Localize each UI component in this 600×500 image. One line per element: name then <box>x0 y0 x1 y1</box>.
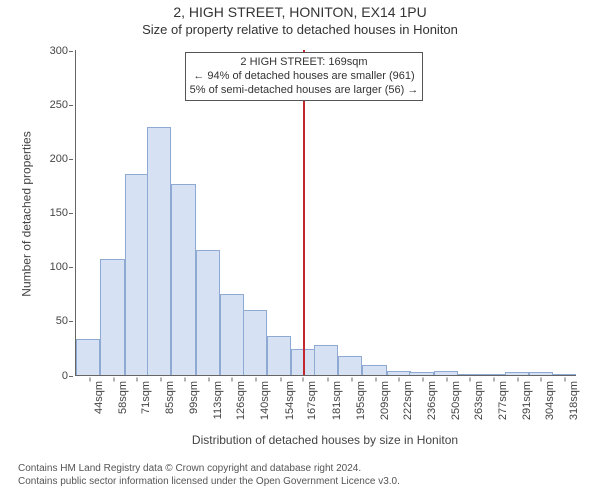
y-tick: 200 <box>33 153 68 165</box>
histogram-bar <box>338 356 362 376</box>
annotation-box: 2 HIGH STREET: 169sqm ← 94% of detached … <box>185 52 424 101</box>
x-tick: 85sqm <box>164 381 176 431</box>
histogram-bar <box>147 127 171 375</box>
footnote-line2: Contains public sector information licen… <box>18 476 590 489</box>
x-tick: 58sqm <box>117 381 129 431</box>
histogram-bar <box>458 374 482 375</box>
x-tick: 113sqm <box>212 381 224 431</box>
y-tick: 100 <box>33 261 68 273</box>
histogram-bar <box>409 372 433 375</box>
x-tick: 44sqm <box>93 381 105 431</box>
x-tick: 277sqm <box>497 381 509 431</box>
footnote-line1: Contains HM Land Registry data © Crown c… <box>18 463 590 476</box>
annotation-line1: 2 HIGH STREET: 169sqm <box>190 56 419 70</box>
histogram-bar <box>125 174 149 376</box>
page-title-desc: Size of property relative to detached ho… <box>0 22 600 37</box>
histogram-bar <box>552 374 576 375</box>
histogram-bar <box>434 371 458 375</box>
x-tick: 222sqm <box>402 381 414 431</box>
y-tick: 300 <box>33 45 68 57</box>
annotation-line2: ← 94% of detached houses are smaller (96… <box>190 70 419 84</box>
x-tick: 318sqm <box>568 381 580 431</box>
histogram-bar <box>481 374 505 375</box>
y-tick: 150 <box>33 207 68 219</box>
x-tick: 181sqm <box>331 381 343 431</box>
x-axis-label: Distribution of detached houses by size … <box>75 433 575 447</box>
histogram-bar <box>100 259 124 375</box>
x-tick: 154sqm <box>284 381 296 431</box>
histogram-bar <box>314 345 338 375</box>
y-axis-label: Number of detached properties <box>19 51 33 376</box>
x-tick: 99sqm <box>188 381 200 431</box>
x-tick: 291sqm <box>521 381 533 431</box>
histogram-bar <box>196 250 220 375</box>
y-tick: 50 <box>33 315 68 327</box>
x-tick: 236sqm <box>426 381 438 431</box>
x-tick: 126sqm <box>235 381 247 431</box>
footnote: Contains HM Land Registry data © Crown c… <box>18 463 590 488</box>
histogram-bar <box>243 310 267 375</box>
page-title-address: 2, HIGH STREET, HONITON, EX14 1PU <box>0 4 600 20</box>
y-tick: 250 <box>33 99 68 111</box>
y-tick: 0 <box>33 370 68 382</box>
x-tick: 71sqm <box>140 381 152 431</box>
x-tick: 250sqm <box>450 381 462 431</box>
x-tick: 263sqm <box>473 381 485 431</box>
histogram-bar <box>529 372 553 375</box>
x-tick: 304sqm <box>544 381 556 431</box>
x-tick: 195sqm <box>355 381 367 431</box>
histogram-bar <box>387 371 411 375</box>
x-tick: 140sqm <box>259 381 271 431</box>
histogram-bar <box>505 372 529 375</box>
histogram-bar <box>362 365 386 375</box>
histogram-bar <box>220 294 244 375</box>
histogram-bar <box>171 184 195 375</box>
histogram-bar <box>267 336 291 375</box>
x-tick: 209sqm <box>379 381 391 431</box>
x-tick: 167sqm <box>306 381 318 431</box>
annotation-line3: 5% of semi-detached houses are larger (5… <box>190 84 419 98</box>
histogram-bar <box>76 339 100 375</box>
